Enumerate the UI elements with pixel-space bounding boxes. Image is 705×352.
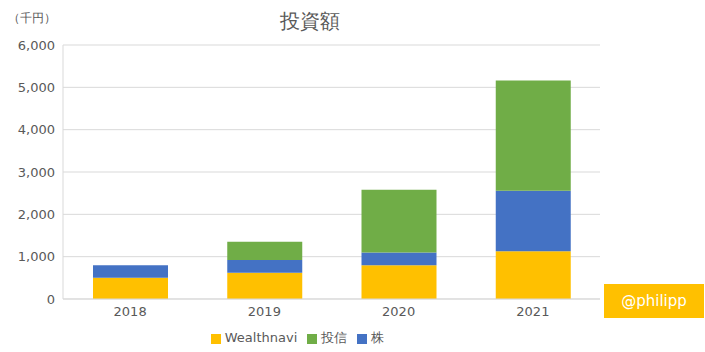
svg-text:0: 0 xyxy=(47,292,55,307)
svg-text:1,000: 1,000 xyxy=(18,249,55,264)
svg-text:2020: 2020 xyxy=(382,304,415,319)
html-text:（千円）: （千円） xyxy=(8,11,56,25)
svg-text:2,000: 2,000 xyxy=(18,207,55,222)
html-text:株: 株 xyxy=(371,330,385,345)
html-text:Wealthnavi: Wealthnavi xyxy=(224,330,298,345)
html-text:投信: 投信 xyxy=(321,330,348,345)
svg-text:3,000: 3,000 xyxy=(18,165,55,180)
svg-text:2021: 2021 xyxy=(516,304,549,319)
svg-text:4,000: 4,000 xyxy=(18,122,55,137)
svg-text:2018: 2018 xyxy=(114,304,147,319)
svg-text:2019: 2019 xyxy=(248,304,281,319)
svg-text:5,000: 5,000 xyxy=(18,80,55,95)
svg-text:6,000: 6,000 xyxy=(18,38,55,53)
html-text:@philipp: @philipp xyxy=(621,292,687,310)
html-text:投資額: 投資額 xyxy=(280,9,340,33)
